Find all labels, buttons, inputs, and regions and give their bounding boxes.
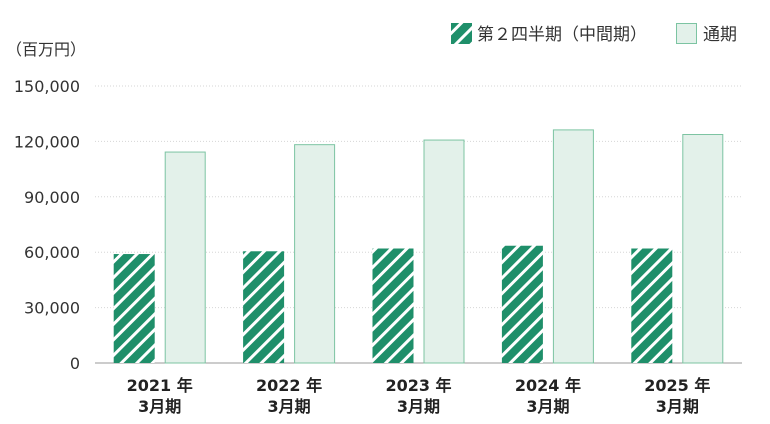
bar-full-year bbox=[164, 151, 206, 364]
bar-full-year bbox=[294, 144, 336, 364]
bar-full-year bbox=[552, 129, 594, 364]
x-tick-label-period: 3月期 bbox=[656, 397, 699, 416]
bars bbox=[113, 129, 724, 364]
bar-full-year bbox=[682, 134, 724, 364]
y-tick-label: 0 bbox=[70, 354, 80, 373]
bar-full-year bbox=[423, 139, 465, 364]
bar-interim bbox=[631, 248, 673, 363]
bar-interim bbox=[372, 248, 414, 363]
bar-interim bbox=[243, 251, 285, 363]
x-tick-label-period: 3月期 bbox=[526, 397, 569, 416]
y-tick-label: 30,000 bbox=[24, 299, 80, 318]
x-tick-label-period: 3月期 bbox=[138, 397, 181, 416]
x-tick-label-year: 2024 年 bbox=[515, 376, 581, 395]
legend-swatch-interim bbox=[451, 23, 472, 44]
x-tick-label-year: 2021 年 bbox=[127, 376, 193, 395]
x-tick-label-year: 2025 年 bbox=[644, 376, 710, 395]
x-tick-label-year: 2022 年 bbox=[256, 376, 322, 395]
y-axis-tick-labels: 0 30,000 60,000 90,000 120,000 150,000 bbox=[14, 77, 80, 373]
x-tick-label-period: 3月期 bbox=[397, 397, 440, 416]
y-tick-label: 60,000 bbox=[24, 243, 80, 262]
y-tick-label: 150,000 bbox=[14, 77, 80, 96]
legend-swatch-full-year bbox=[676, 23, 697, 44]
x-axis-tick-labels: 2021 年 3月期 2022 年 3月期 2023 年 3月期 2024 年 3月期 2025… bbox=[127, 376, 711, 416]
y-axis-unit-label: （百万円） bbox=[6, 40, 86, 59]
x-tick-label-period: 3月期 bbox=[268, 397, 311, 416]
bar-interim bbox=[113, 254, 155, 363]
legend: 第２四半期（中間期） 通期 bbox=[451, 23, 737, 45]
bar-interim bbox=[501, 245, 543, 363]
x-tick-label-year: 2023 年 bbox=[385, 376, 451, 395]
legend-label-full-year: 通期 bbox=[703, 25, 737, 45]
y-tick-label: 90,000 bbox=[24, 188, 80, 207]
y-tick-label: 120,000 bbox=[14, 132, 80, 151]
legend-label-interim: 第２四半期（中間期） bbox=[477, 25, 647, 45]
